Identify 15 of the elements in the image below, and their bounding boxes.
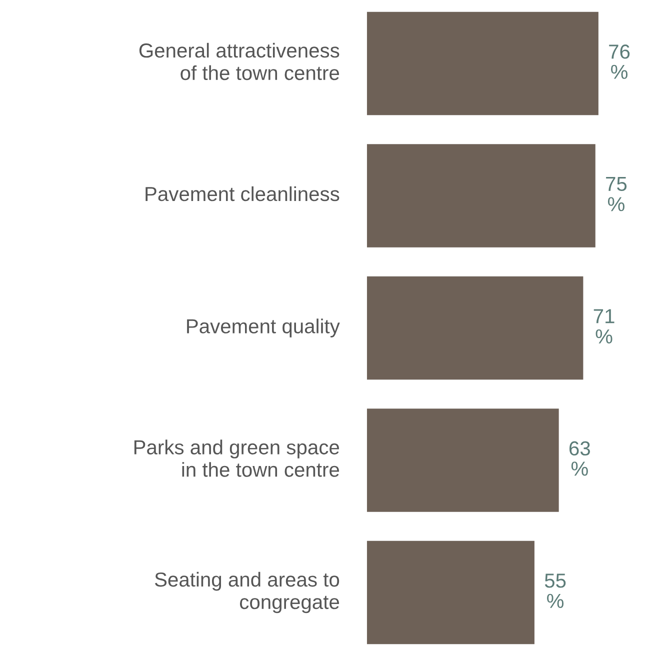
data-label: 63 % (569, 441, 590, 476)
bar (366, 144, 596, 248)
data-label: 55 % (544, 574, 566, 608)
y-tick-label: Pavement cleanliness (146, 186, 340, 202)
bar (366, 12, 598, 116)
y-tick-label: Parks and green space in the town centre (134, 440, 340, 477)
data-label: 76 % (609, 44, 630, 79)
bar (366, 408, 559, 512)
bar (366, 276, 584, 380)
data-label: 75 % (606, 176, 627, 212)
bar (366, 540, 534, 644)
y-tick-label: General attractiveness of the town centre (139, 42, 340, 80)
y-tick-label: Pavement quality (187, 318, 340, 338)
y-tick-label: Seating and areas to congregate (154, 572, 340, 614)
data-label: 71 % (594, 309, 614, 344)
